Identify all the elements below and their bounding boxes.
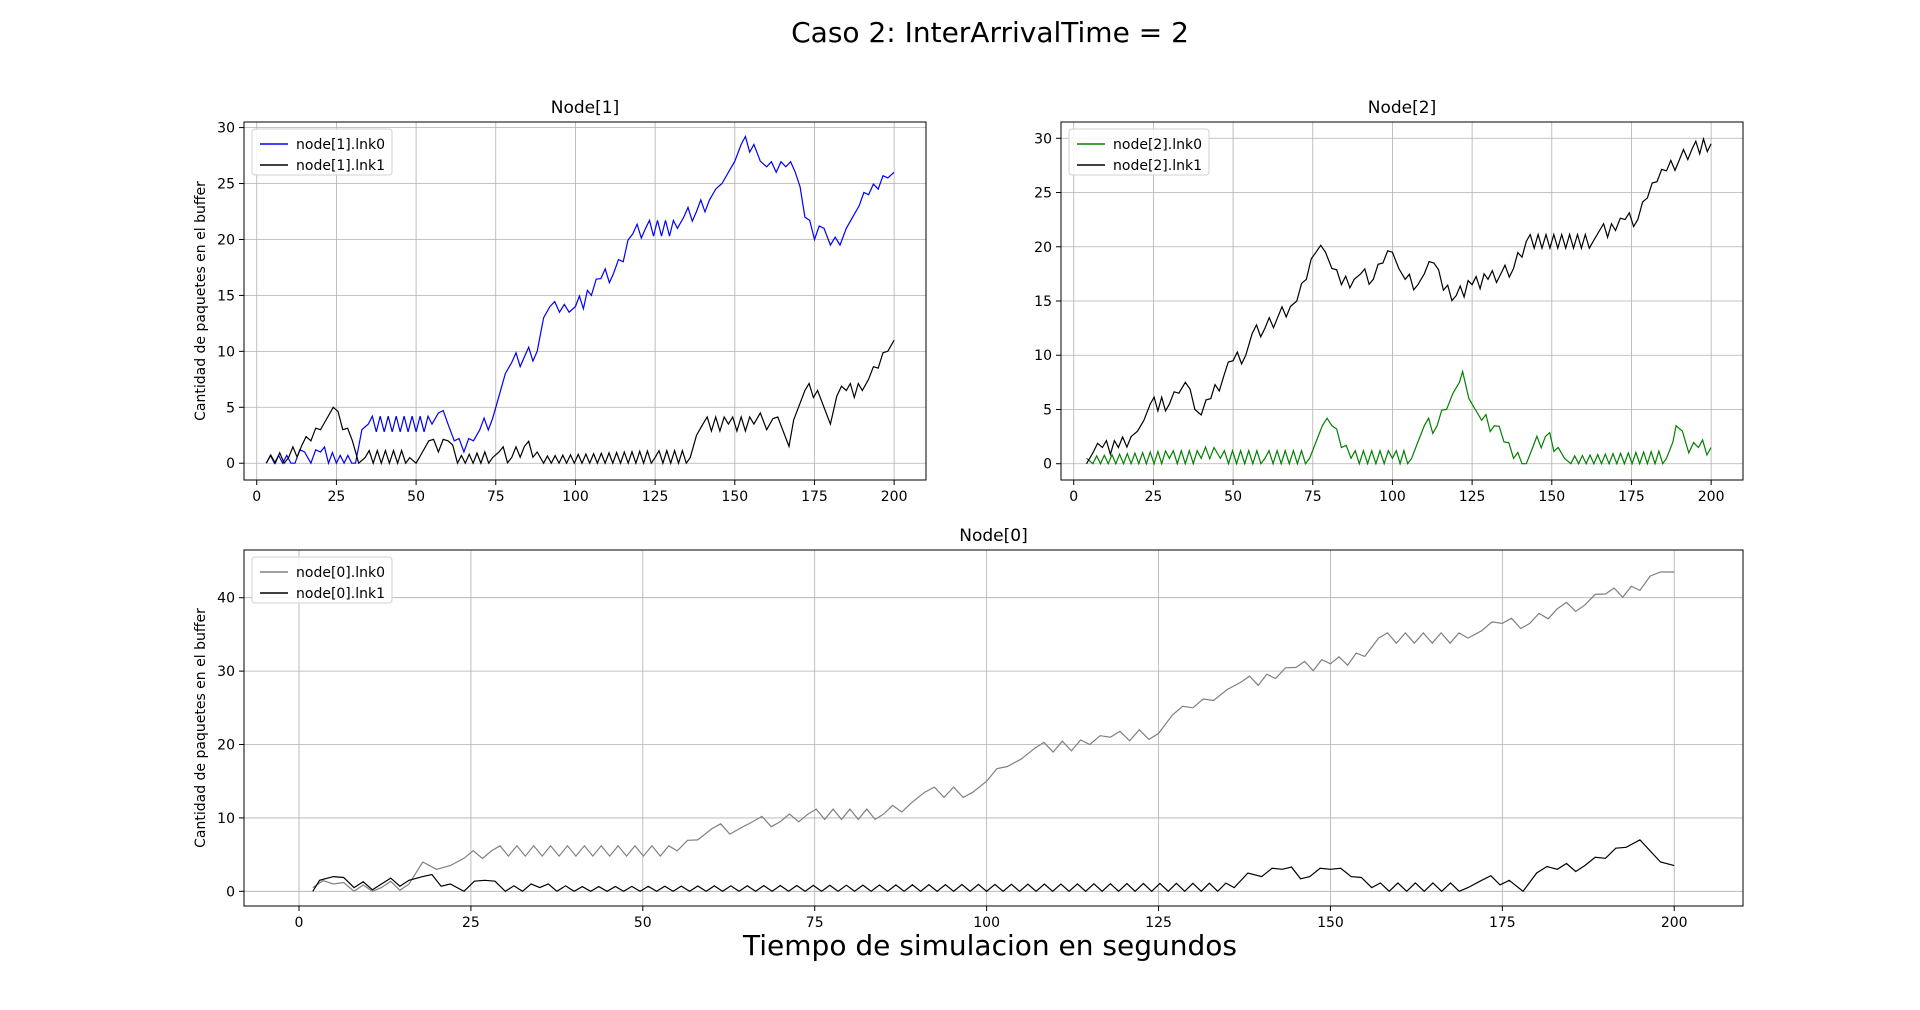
chart-node0: 0 25 50 75 100 125 150 175 200 0 10 20 30 40 Node[0] Ca… (193, 526, 1744, 931)
node0-xtick-label-3: 75 (806, 915, 824, 931)
node2-ytick-label-4: 20 (1034, 240, 1052, 256)
node2-xtick-label-7: 175 (1618, 489, 1645, 505)
node1-ytick-label-0: 0 (226, 456, 235, 472)
node2-xtick-label-6: 150 (1538, 489, 1565, 505)
node2-xtick-label-0: 0 (1069, 489, 1078, 505)
node0-xtick-label-6: 150 (1317, 915, 1344, 931)
node1-ytick-label-2: 10 (217, 344, 235, 360)
node0-ytick-label-0: 0 (226, 884, 235, 900)
node2-xtick-label-5: 125 (1459, 489, 1486, 505)
node1-xtick-label-6: 150 (721, 489, 748, 505)
node1-ytick-label-3: 15 (217, 288, 235, 304)
node2-ytick-label-1: 5 (1043, 402, 1052, 418)
node1-legend-label-1: node[1].lnk1 (296, 158, 385, 174)
node1-legend-box (251, 128, 393, 176)
node2-xtick-label-2: 50 (1224, 489, 1242, 505)
node0-xtick-label-8: 200 (1661, 915, 1688, 931)
node2-xtick-label-4: 100 (1379, 489, 1406, 505)
node0-xtick-label-0: 0 (295, 915, 304, 931)
node0-series-1 (312, 839, 1675, 893)
node1-xtick-label-3: 75 (487, 489, 505, 505)
node1-series-0 (265, 134, 895, 466)
node1-ytick-label-1: 5 (226, 400, 235, 416)
node1-ytick-label-4: 20 (217, 232, 235, 248)
node0-series-0 (312, 571, 1675, 893)
node0-ytick-label-4: 40 (217, 591, 235, 607)
node2-legend-box (1068, 128, 1210, 176)
node2-xtick-label-1: 25 (1145, 489, 1163, 505)
node0-ytick-label-2: 20 (217, 738, 235, 754)
node0-title: Node[0] (959, 526, 1027, 546)
node0-ytick-label-1: 10 (217, 811, 235, 827)
node0-ytick-label-3: 30 (217, 664, 235, 680)
chart-node2: 0 25 50 75 100 125 150 175 200 0 5 10 15 20 25 30 Node[2… (1034, 98, 1744, 505)
node0-xtick-label-7: 175 (1489, 915, 1516, 931)
node2-ytick-label-6: 30 (1034, 131, 1052, 147)
node1-xtick-label-1: 25 (328, 489, 346, 505)
node0-legend-label-0: node[0].lnk0 (296, 565, 385, 581)
node1-title: Node[1] (551, 98, 619, 118)
node1-xtick-label-0: 0 (252, 489, 261, 505)
node0-ylabel: Cantidad de paquetes en el buffer (193, 608, 209, 848)
node1-ytick-label-6: 30 (217, 121, 235, 137)
node0-legend: node[0].lnk0 node[0].lnk1 (251, 556, 393, 604)
node1-ylabel: Cantidad de paquetes en el buffer (193, 181, 209, 421)
node0-legend-box (251, 556, 393, 604)
node1-series-1 (265, 339, 895, 466)
node2-ytick-label-0: 0 (1043, 457, 1052, 473)
node0-xtick-label-4: 100 (973, 915, 1000, 931)
chart-node1: 0 25 50 75 100 125 150 175 200 0 5 10 15 20 25 30 Node[1… (193, 98, 927, 505)
node1-xtick-label-8: 200 (881, 489, 908, 505)
node2-legend-label-1: node[2].lnk1 (1113, 158, 1202, 174)
node2-legend-label-0: node[2].lnk0 (1113, 137, 1202, 153)
node1-xtick-label-5: 125 (642, 489, 669, 505)
node2-legend: node[2].lnk0 node[2].lnk1 (1068, 128, 1210, 176)
node0-xtick-label-1: 25 (462, 915, 480, 931)
node2-ytick-label-3: 15 (1034, 294, 1052, 310)
node1-xtick-label-7: 175 (801, 489, 828, 505)
node2-series-1 (1085, 136, 1712, 465)
node0-xtick-label-2: 50 (634, 915, 652, 931)
node1-legend: node[1].lnk0 node[1].lnk1 (251, 128, 393, 176)
node2-xtick-label-3: 75 (1304, 489, 1322, 505)
figure-suptitle: Caso 2: InterArrivalTime = 2 (791, 16, 1189, 49)
node0-xtick-label-5: 125 (1145, 915, 1172, 931)
node2-title: Node[2] (1368, 98, 1436, 118)
node0-legend-label-1: node[0].lnk1 (296, 586, 385, 602)
node2-series-0 (1086, 369, 1712, 466)
node0-plot-frame (243, 549, 1744, 907)
node1-xtick-label-4: 100 (562, 489, 589, 505)
node2-xtick-label-8: 200 (1698, 489, 1725, 505)
figure-xlabel: Tiempo de simulacion en segundos (742, 929, 1237, 962)
node1-legend-label-0: node[1].lnk0 (296, 137, 385, 153)
node2-ytick-label-5: 25 (1034, 186, 1052, 202)
node1-xtick-label-2: 50 (407, 489, 425, 505)
node2-ytick-label-2: 10 (1034, 348, 1052, 364)
node1-plot-frame (243, 121, 927, 481)
node1-ytick-label-5: 25 (217, 177, 235, 193)
